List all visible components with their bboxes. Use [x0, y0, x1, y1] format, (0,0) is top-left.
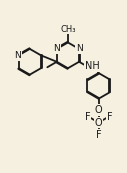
Text: F: F — [107, 112, 112, 122]
Text: F: F — [85, 112, 91, 122]
Text: F: F — [96, 130, 101, 140]
Text: N: N — [14, 51, 21, 60]
Text: NH: NH — [85, 61, 99, 71]
Text: CH₃: CH₃ — [60, 25, 76, 34]
Text: O: O — [95, 105, 102, 115]
Text: N: N — [53, 44, 60, 53]
Text: N: N — [76, 44, 82, 53]
Text: O: O — [95, 117, 102, 128]
